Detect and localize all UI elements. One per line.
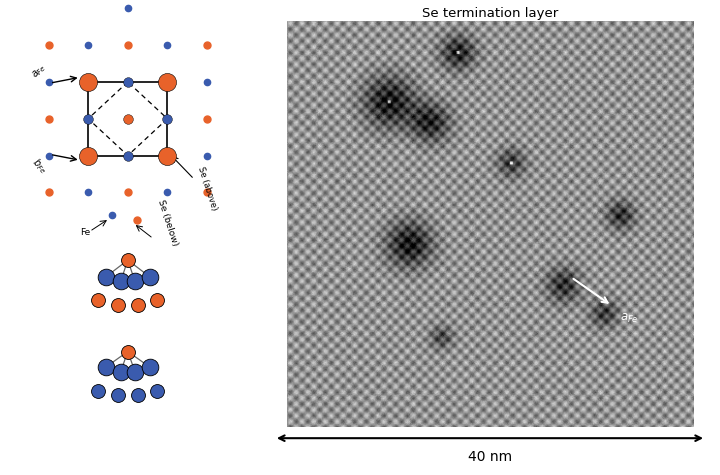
Text: $a_{Fe}$: $a_{Fe}$ [30, 61, 50, 81]
Title: Se termination layer: Se termination layer [422, 7, 558, 20]
Bar [88, 82, 168, 156]
Text: Se (below): Se (below) [156, 198, 179, 247]
Text: $b_{Fe}$: $b_{Fe}$ [29, 156, 50, 177]
Text: $a_{Fe}$: $a_{Fe}$ [620, 312, 639, 325]
Text: Se (above): Se (above) [196, 166, 218, 212]
Text: Fe: Fe [81, 228, 91, 237]
Text: 40 nm: 40 nm [468, 450, 512, 464]
